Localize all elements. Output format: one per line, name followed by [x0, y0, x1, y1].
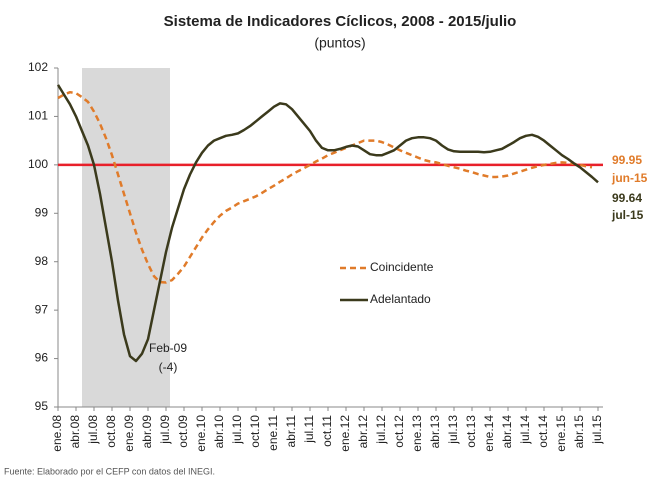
x-tick-label: jul.12: [374, 415, 388, 445]
chart-subtitle: (puntos): [314, 35, 365, 51]
recession-shade: [82, 68, 170, 407]
x-tick-label: oct.12: [392, 415, 406, 448]
x-tick-label: jul.14: [518, 415, 532, 445]
x-tick-label: oct.10: [248, 415, 262, 448]
x-tick-label: ene.09: [122, 415, 136, 452]
annotation: jul-15: [611, 208, 644, 222]
y-tick-label: 95: [35, 399, 49, 413]
x-tick-label: abr.12: [356, 415, 370, 449]
y-tick-label: 96: [35, 351, 49, 365]
x-tick-label: jul.08: [86, 415, 100, 445]
x-tick-label: oct.09: [176, 415, 190, 448]
chart-title: Sistema de Indicadores Cíclicos, 2008 - …: [164, 13, 517, 30]
x-tick-label: ene.10: [194, 415, 208, 452]
x-tick-label: ene.14: [482, 415, 496, 452]
series-line: [57, 90, 593, 284]
x-tick-label: abr.13: [428, 415, 442, 449]
x-tick-label: abr.10: [212, 415, 226, 449]
x-tick-label: ene.15: [554, 415, 568, 452]
x-tick-label: oct.11: [320, 415, 334, 447]
legend-label: Coincidente: [370, 260, 434, 274]
y-tick-label: 102: [28, 60, 48, 74]
annotation: 99.64: [612, 191, 642, 205]
legend-label: Adelantado: [370, 292, 431, 306]
annotation: 99.95: [612, 153, 642, 167]
x-tick-label: abr.11: [284, 415, 298, 448]
annotation: (-4): [159, 360, 178, 374]
x-tick-label: abr.09: [140, 415, 154, 449]
x-tick-label: jul.15: [590, 415, 604, 445]
x-tick-label: jul.13: [446, 415, 460, 445]
x-tick-label: oct.08: [104, 415, 118, 448]
y-tick-label: 98: [35, 254, 49, 268]
x-tick-label: ene.12: [338, 415, 352, 452]
x-tick-label: jul.09: [158, 415, 172, 445]
x-tick-label: oct.13: [464, 415, 478, 448]
x-tick-label: ene.11: [266, 415, 280, 451]
x-tick-label: oct.14: [536, 415, 550, 448]
x-tick-label: ene.13: [410, 415, 424, 452]
x-tick-label: abr.15: [572, 415, 586, 449]
source-note: Fuente: Elaborado por el CEFP con datos …: [4, 466, 215, 476]
x-tick-label: abr.14: [500, 415, 514, 449]
x-tick-label: jul.11: [302, 415, 316, 444]
annotation: jun-15: [611, 171, 648, 185]
x-tick-label: jul.10: [230, 415, 244, 445]
y-tick-label: 100: [28, 157, 48, 171]
annotation: Feb-09: [149, 341, 187, 355]
y-tick-label: 101: [28, 109, 48, 123]
y-tick-label: 97: [35, 302, 49, 316]
y-tick-label: 99: [35, 205, 49, 219]
series-line: [56, 84, 599, 363]
x-tick-label: abr.08: [68, 415, 82, 449]
x-tick-label: ene.08: [50, 415, 64, 452]
